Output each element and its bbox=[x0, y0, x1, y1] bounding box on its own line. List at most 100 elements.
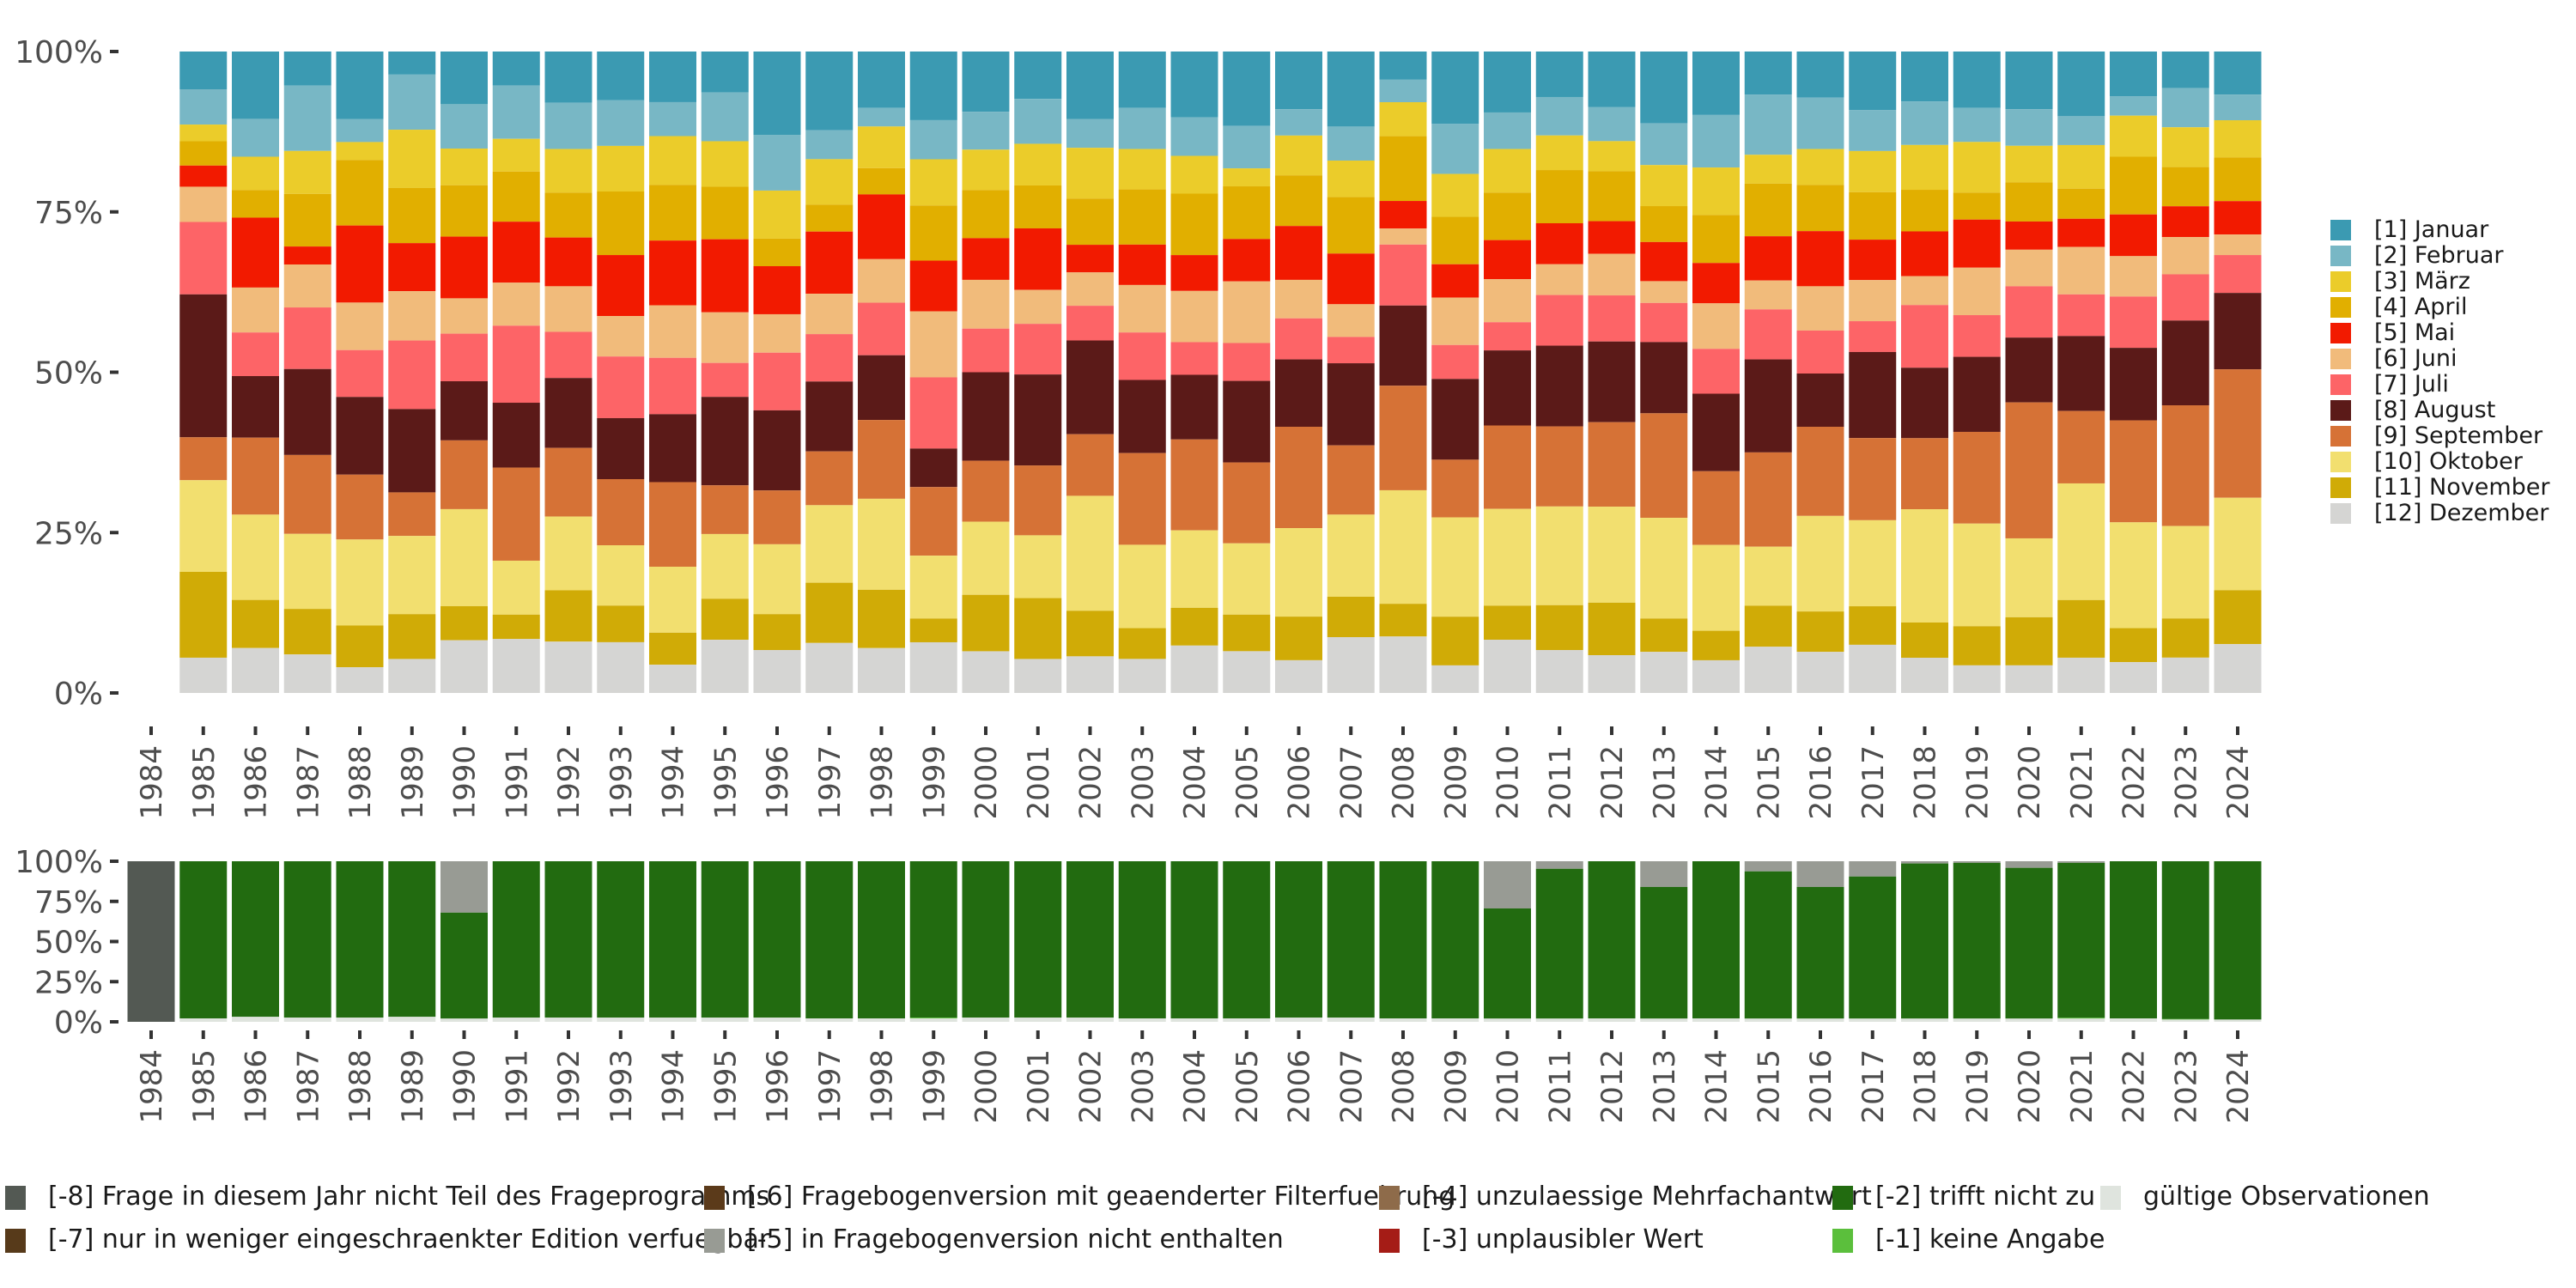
main-bar-2024-series-11 bbox=[2214, 644, 2262, 693]
main-bar-2024-series-7 bbox=[2214, 293, 2262, 370]
main-bar-2003-series-11 bbox=[1118, 659, 1166, 693]
sub-x-tick-label: 1989 bbox=[396, 1049, 430, 1124]
main-bar-2006-series-7 bbox=[1275, 359, 1322, 427]
main-bar-2003-series-8 bbox=[1118, 453, 1166, 545]
main-bar-2020-series-10 bbox=[2005, 617, 2053, 665]
main-bar-2007-series-2 bbox=[1327, 160, 1375, 197]
main-bar-2024-series-1 bbox=[2214, 94, 2262, 121]
main-bar-1985-series-2 bbox=[179, 125, 228, 142]
main-bar-2018-series-7 bbox=[1901, 368, 1948, 439]
legend-label: [-4] unzulaessige Mehrfachantwort bbox=[1422, 1182, 1872, 1212]
sub-bar-2000-series-8 bbox=[962, 1018, 1010, 1022]
main-bar-2021-series-8 bbox=[2057, 410, 2105, 483]
sub-bar-2010-series-6 bbox=[1484, 908, 1531, 1019]
main-bar-2012-series-11 bbox=[1588, 655, 1636, 693]
main-bar-1991-series-5 bbox=[492, 283, 540, 326]
sub-bar-1990-series-3 bbox=[440, 861, 488, 913]
sub-bar-2021-series-6 bbox=[2057, 862, 2105, 1018]
main-bar-2018-series-3 bbox=[1901, 190, 1948, 232]
main-x-tick-label: 2011 bbox=[1543, 745, 1577, 820]
main-bar-1995-series-8 bbox=[701, 485, 749, 534]
sub-bar-2004-series-6 bbox=[1170, 861, 1218, 1019]
main-bar-2020-series-0 bbox=[2005, 52, 2053, 110]
main-bar-2024-series-3 bbox=[2214, 157, 2262, 202]
sub-bar-2018-series-6 bbox=[1901, 863, 1948, 1019]
main-bar-2000-series-10 bbox=[962, 594, 1010, 652]
main-bar-2012-series-4 bbox=[1588, 221, 1636, 254]
main-bar-1990-series-7 bbox=[440, 380, 488, 440]
main-bar-2022-series-11 bbox=[2110, 662, 2157, 693]
main-bar-1991-series-10 bbox=[492, 614, 540, 640]
main-bar-2009-series-9 bbox=[1431, 517, 1479, 617]
main-bar-2001-series-7 bbox=[1014, 374, 1062, 466]
main-bar-2011-series-1 bbox=[1535, 96, 1583, 136]
main-bar-1988-series-9 bbox=[336, 539, 384, 626]
main-bar-1997-series-9 bbox=[805, 505, 854, 583]
sub-bar-2023-series-6 bbox=[2161, 861, 2209, 1019]
main-x-tick-label: 2002 bbox=[1074, 745, 1109, 820]
legend-key-5 bbox=[2330, 323, 2351, 343]
main-bar-2018-series-6 bbox=[1901, 305, 1948, 368]
main-bar-2004-series-1 bbox=[1170, 117, 1218, 156]
main-bar-1990-series-10 bbox=[440, 605, 488, 641]
main-bar-1991-series-8 bbox=[492, 467, 540, 561]
main-bar-1989-series-10 bbox=[388, 614, 436, 659]
main-bar-1996-series-1 bbox=[753, 135, 801, 191]
main-bar-2015-series-0 bbox=[1744, 52, 1792, 95]
main-bar-2017-series-3 bbox=[1849, 191, 1897, 240]
main-bar-2006-series-5 bbox=[1275, 279, 1322, 319]
main-x-tick-label: 1990 bbox=[448, 745, 483, 820]
sub-x-tick-label: 2014 bbox=[1700, 1049, 1735, 1124]
main-bar-2000-series-3 bbox=[962, 190, 1010, 239]
legend-label: [2] Februar bbox=[2374, 242, 2504, 269]
sub-bar-2015-series-6 bbox=[1744, 871, 1792, 1019]
main-bar-2010-series-5 bbox=[1484, 279, 1531, 323]
main-bar-1989-series-11 bbox=[388, 659, 436, 693]
main-bar-2013-series-0 bbox=[1640, 52, 1688, 124]
main-bar-1985-series-0 bbox=[179, 52, 228, 90]
legend-label: [9] September bbox=[2374, 422, 2543, 449]
main-bar-2020-series-8 bbox=[2005, 402, 2053, 538]
sub-x-tick-label: 2009 bbox=[1439, 1049, 1473, 1124]
sub-y-tick-label: 0% bbox=[54, 1005, 103, 1041]
main-bar-2010-series-8 bbox=[1484, 425, 1531, 509]
main-bar-2019-series-4 bbox=[1953, 219, 2001, 268]
main-bar-1987-series-10 bbox=[283, 609, 331, 655]
main-bar-2006-series-1 bbox=[1275, 109, 1322, 136]
main-bar-2014-series-1 bbox=[1692, 114, 1740, 168]
main-bar-2008-series-10 bbox=[1379, 604, 1427, 637]
main-bar-1986-series-10 bbox=[232, 599, 279, 648]
main-bar-1987-series-5 bbox=[283, 264, 331, 308]
sub-x-tick-label: 1998 bbox=[866, 1049, 900, 1124]
sub-bar-2008-series-6 bbox=[1379, 861, 1427, 1019]
legend-key-1 bbox=[2330, 220, 2351, 240]
sub-bar-2013-series-8 bbox=[1640, 1018, 1688, 1022]
sub-bar-2018-series-8 bbox=[1901, 1018, 1948, 1022]
main-x-tick-label: 1992 bbox=[552, 745, 586, 820]
main-bar-1985-series-7 bbox=[179, 294, 228, 438]
main-bar-2017-series-9 bbox=[1849, 519, 1897, 607]
main-bar-2017-series-7 bbox=[1849, 351, 1897, 439]
main-bar-2003-series-10 bbox=[1118, 628, 1166, 659]
main-bar-1998-series-9 bbox=[858, 498, 905, 590]
main-bar-2013-series-11 bbox=[1640, 652, 1688, 693]
sub-bar-2020-series-3 bbox=[2005, 861, 2053, 868]
main-bar-2022-series-6 bbox=[2110, 296, 2157, 349]
main-bar-2007-series-6 bbox=[1327, 337, 1375, 364]
main-bar-1988-series-5 bbox=[336, 302, 384, 350]
main-bar-2009-series-4 bbox=[1431, 264, 1479, 298]
main-bar-2010-series-3 bbox=[1484, 192, 1531, 240]
main-bar-1988-series-3 bbox=[336, 160, 384, 226]
main-bar-2005-series-11 bbox=[1223, 651, 1271, 693]
main-bar-2006-series-9 bbox=[1275, 528, 1322, 617]
main-bar-1988-series-10 bbox=[336, 625, 384, 668]
sub-bar-1999-series-8 bbox=[909, 1018, 957, 1022]
main-bar-2015-series-9 bbox=[1744, 546, 1792, 606]
main-bar-1986-series-3 bbox=[232, 190, 279, 218]
sub-x-tick-label: 2012 bbox=[1595, 1049, 1630, 1124]
main-bar-2016-series-2 bbox=[1796, 149, 1844, 185]
main-bar-2024-series-5 bbox=[2214, 234, 2262, 256]
main-bar-2021-series-7 bbox=[2057, 336, 2105, 411]
main-bar-1993-series-10 bbox=[597, 605, 645, 642]
